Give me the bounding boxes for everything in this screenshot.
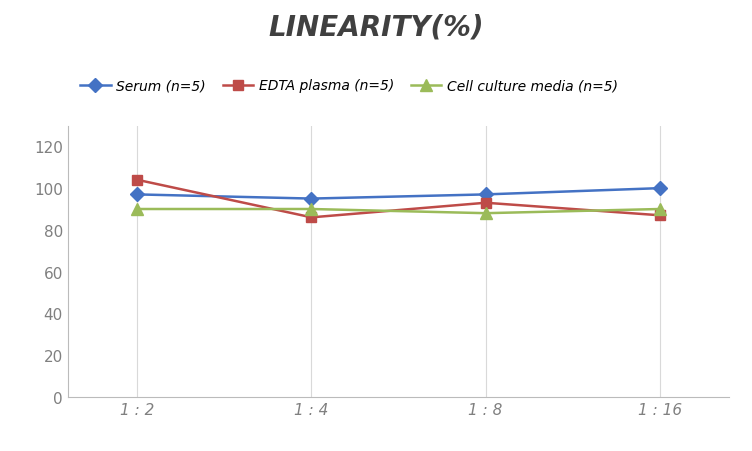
Legend: Serum (n=5), EDTA plasma (n=5), Cell culture media (n=5): Serum (n=5), EDTA plasma (n=5), Cell cul… xyxy=(74,74,623,99)
Serum (n=5) xyxy=(307,197,316,202)
Cell culture media (n=5) xyxy=(655,207,664,212)
Line: EDTA plasma (n=5): EDTA plasma (n=5) xyxy=(132,175,665,223)
Cell culture media (n=5) xyxy=(481,211,490,216)
EDTA plasma (n=5) xyxy=(133,178,142,183)
EDTA plasma (n=5) xyxy=(481,201,490,206)
Text: LINEARITY(%): LINEARITY(%) xyxy=(268,14,484,41)
Line: Serum (n=5): Serum (n=5) xyxy=(132,184,665,204)
EDTA plasma (n=5) xyxy=(307,215,316,221)
EDTA plasma (n=5) xyxy=(655,213,664,218)
Serum (n=5) xyxy=(481,192,490,198)
Cell culture media (n=5) xyxy=(307,207,316,212)
Cell culture media (n=5) xyxy=(133,207,142,212)
Serum (n=5) xyxy=(133,192,142,198)
Line: Cell culture media (n=5): Cell culture media (n=5) xyxy=(132,204,666,219)
Serum (n=5) xyxy=(655,186,664,191)
